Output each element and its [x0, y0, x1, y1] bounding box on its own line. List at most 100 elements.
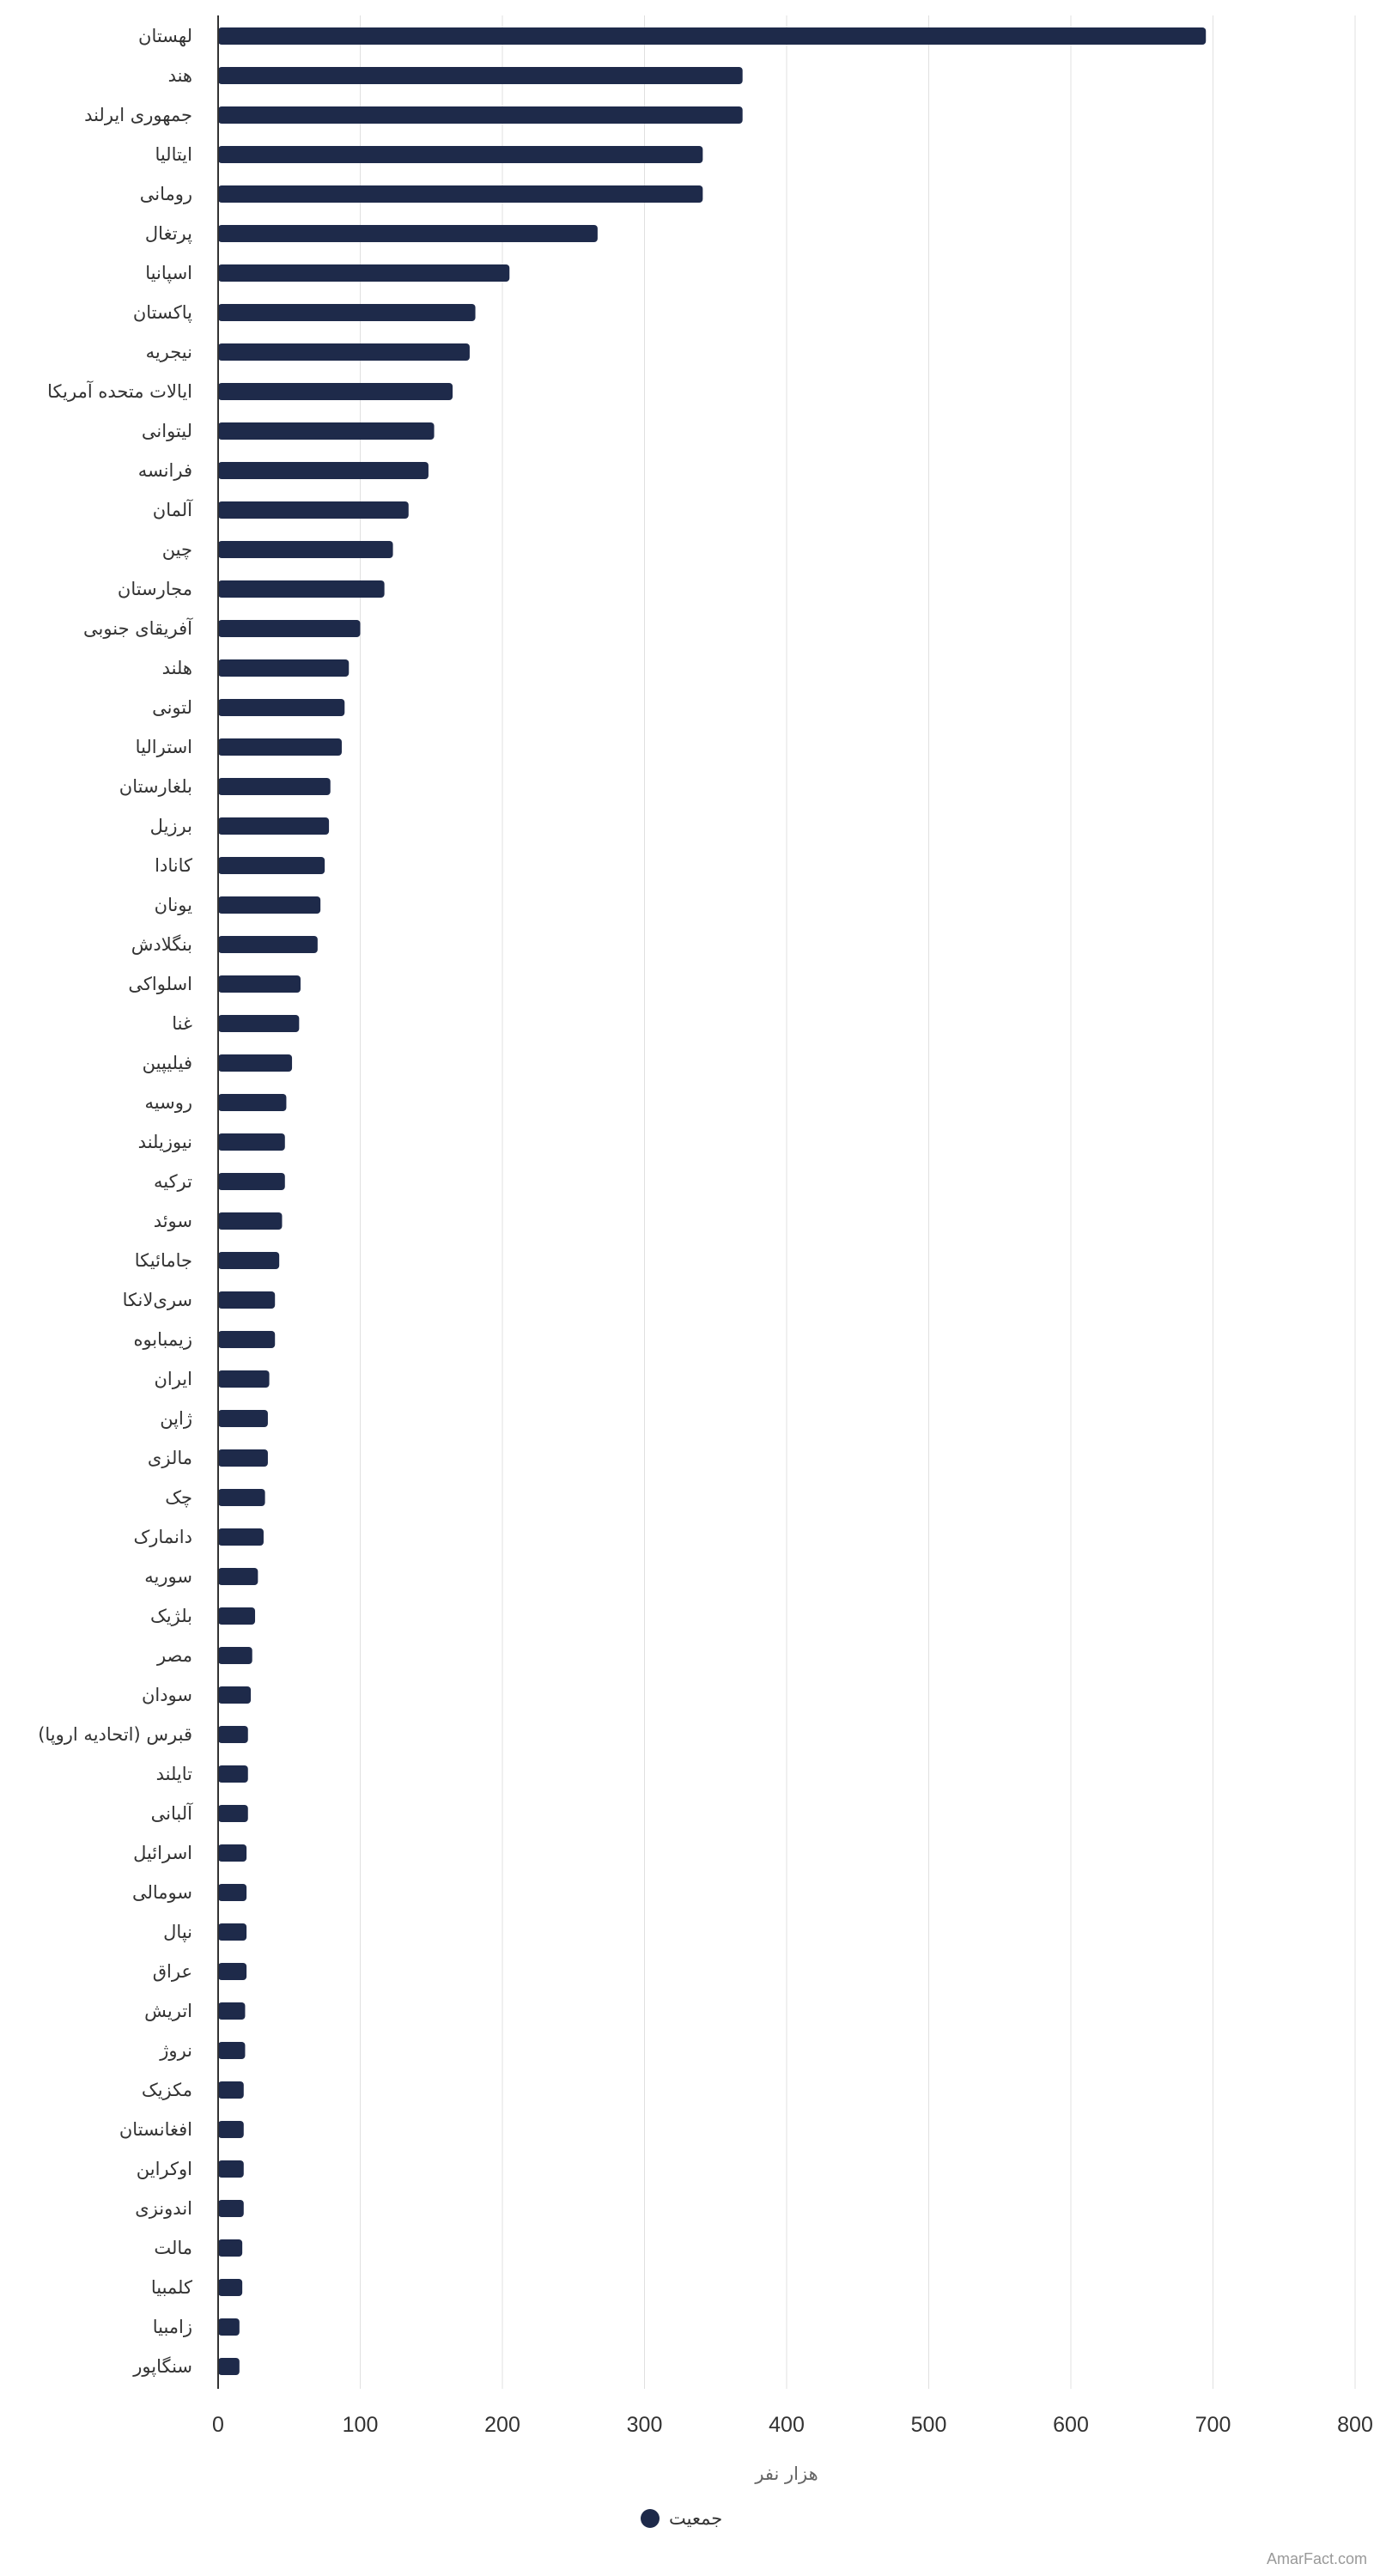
category-label: هلند	[162, 658, 192, 678]
bar	[218, 817, 330, 835]
bar	[218, 106, 743, 124]
category-label: پرتغال	[145, 223, 192, 244]
bar	[218, 1054, 293, 1072]
category-label: مالت	[154, 2238, 192, 2258]
category-label: نروژ	[159, 2040, 192, 2061]
category-label: برزیل	[150, 816, 192, 836]
category-label: مجارستان	[118, 579, 192, 599]
x-tick-label: 200	[484, 2413, 520, 2437]
category-label: لیتوانی	[142, 421, 192, 441]
bar	[218, 1015, 300, 1032]
bar	[218, 1528, 264, 1546]
category-label: بنگلادش	[131, 934, 192, 955]
bar	[218, 67, 743, 84]
bar	[218, 2279, 243, 2296]
bar	[218, 1173, 285, 1190]
bar	[218, 1726, 248, 1743]
category-label: مکزیک	[142, 2080, 192, 2100]
bar	[218, 1370, 270, 1388]
x-tick-label: 0	[212, 2413, 224, 2437]
category-label: رومانی	[140, 184, 192, 204]
bar	[218, 1647, 252, 1664]
category-label: ژاپن	[160, 1408, 192, 1429]
bar	[218, 778, 331, 795]
bar	[218, 383, 453, 400]
x-tick-label: 100	[343, 2413, 379, 2437]
category-label: آلبانی	[151, 1802, 193, 1824]
category-label: یونان	[155, 895, 193, 915]
bar	[218, 1212, 283, 1230]
bar	[218, 422, 435, 440]
bar	[218, 1884, 247, 1901]
bar	[218, 541, 393, 558]
bar	[218, 1805, 248, 1822]
bar	[218, 1252, 280, 1269]
category-label: سوئد	[154, 1211, 192, 1231]
category-label: کلمبیا	[151, 2277, 192, 2298]
bar	[218, 2121, 244, 2138]
category-label: نیوزیلند	[138, 1132, 192, 1152]
bar	[218, 2160, 244, 2178]
category-label: لهستان	[138, 26, 192, 46]
bar	[218, 2002, 246, 2020]
x-tick-label: 400	[769, 2413, 805, 2437]
category-label: قبرس (اتحادیه اروپا)	[38, 1724, 192, 1745]
bar	[218, 699, 345, 716]
bar	[218, 304, 476, 321]
bar	[218, 1765, 248, 1783]
category-label: مصر	[156, 1645, 192, 1666]
category-label: سری‌لانکا	[123, 1290, 192, 1310]
bar	[218, 580, 385, 598]
x-tick-label: 800	[1337, 2413, 1373, 2437]
bar	[218, 2200, 244, 2217]
bar	[218, 462, 429, 479]
category-label: آفریقای جنوبی	[83, 617, 193, 639]
bar	[218, 1410, 268, 1427]
x-tick-label: 300	[627, 2413, 663, 2437]
category-label: آلمان	[153, 499, 193, 520]
legend-label: جمعیت	[669, 2508, 722, 2529]
bar	[218, 1449, 268, 1467]
bar	[218, 857, 325, 874]
bar	[218, 896, 321, 914]
credit-text: AmarFact.com	[1266, 2550, 1367, 2567]
bar	[218, 620, 361, 637]
bar	[218, 343, 470, 361]
bar	[218, 1133, 285, 1151]
bar	[218, 738, 342, 756]
bar	[218, 146, 703, 163]
category-label: فیلیپین	[143, 1053, 192, 1073]
category-label: ایتالیا	[155, 144, 192, 165]
category-label: زیمبابوه	[133, 1329, 192, 1350]
category-label: نیجریه	[146, 342, 192, 362]
bar	[218, 2081, 244, 2099]
bar	[218, 1607, 256, 1625]
category-label: افغانستان	[119, 2119, 192, 2140]
category-label: اسپانیا	[145, 263, 192, 283]
category-label: اندونزی	[135, 2198, 192, 2219]
category-label: غنا	[172, 1013, 192, 1034]
bar	[218, 659, 350, 677]
category-label: جامائیکا	[135, 1250, 192, 1271]
category-label: پاکستان	[133, 302, 192, 323]
category-label: کانادا	[155, 855, 192, 876]
category-label: ترکیه	[154, 1171, 192, 1192]
category-label: جمهوری ایرلند	[84, 105, 192, 125]
category-label: مالزی	[148, 1448, 192, 1468]
category-label: بلغارستان	[119, 776, 192, 797]
bar	[218, 1686, 252, 1704]
category-label: اسلواکی	[128, 974, 192, 994]
x-tick-label: 500	[911, 2413, 947, 2437]
category-label: هند	[168, 65, 192, 86]
category-label: چین	[162, 539, 192, 560]
bar	[218, 27, 1207, 45]
category-label: استرالیا	[136, 737, 192, 757]
bar	[218, 1568, 258, 1585]
bar	[218, 1844, 247, 1862]
bar	[218, 2318, 240, 2336]
bar	[218, 1923, 247, 1941]
bar	[218, 1291, 276, 1309]
category-label: بلژیک	[150, 1606, 192, 1626]
bar	[218, 2042, 246, 2059]
